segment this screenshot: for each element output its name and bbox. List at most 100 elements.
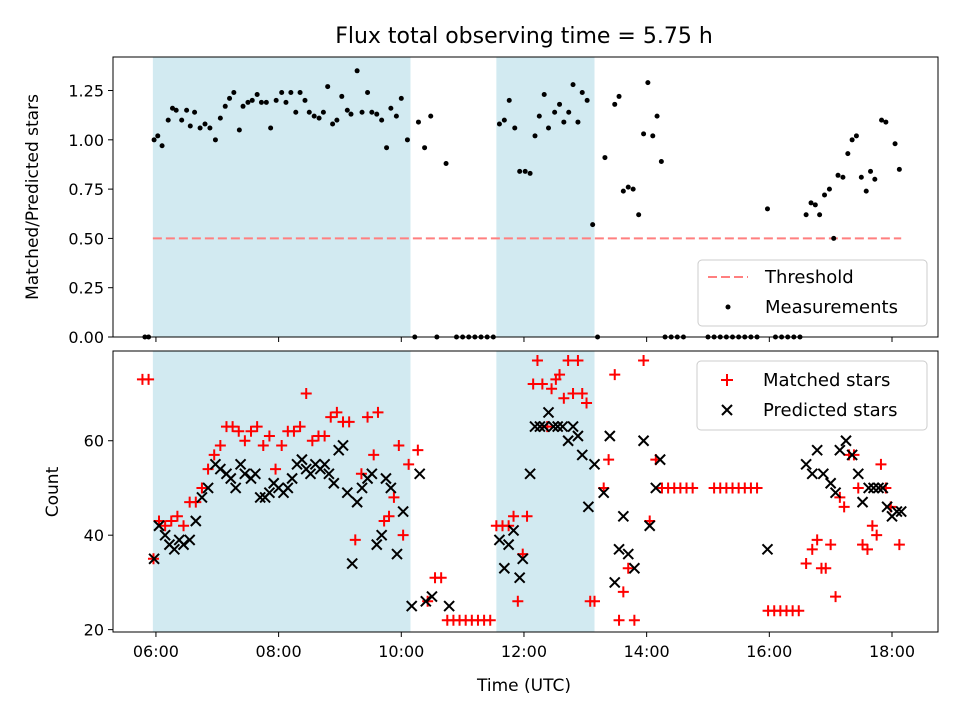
matched-stars-point <box>388 491 400 503</box>
measurements-point <box>566 109 572 115</box>
measurements-point <box>273 97 279 103</box>
predicted-stars-legend-label: Predicted stars <box>763 400 897 421</box>
measurements-point <box>532 133 538 139</box>
measurements-point <box>845 151 851 157</box>
measurements-point <box>536 113 542 119</box>
matched-stars-point <box>893 539 905 551</box>
matched-stars-point <box>233 425 245 437</box>
predicted-stars-point <box>346 557 358 570</box>
measurements-point <box>155 133 161 139</box>
x-tick-label: 12:00 <box>501 642 547 661</box>
bottom-plot <box>136 354 907 626</box>
predicted-stars-point <box>254 491 266 504</box>
matched-stars-point <box>848 449 860 461</box>
measurements-point <box>817 212 823 218</box>
matched-stars-point <box>159 520 171 532</box>
matched-stars-point <box>331 406 343 418</box>
predicted-stars-point <box>534 420 546 433</box>
measurements-point <box>616 93 622 99</box>
y-tick-label: 1.00 <box>68 131 104 150</box>
predicted-stars-point <box>852 468 864 480</box>
predicted-stars-point <box>867 482 880 494</box>
x-tick-label: 08:00 <box>256 642 302 661</box>
matched-stars-point <box>875 458 887 470</box>
predicted-stars-point <box>856 496 869 508</box>
measurements-point <box>630 186 636 192</box>
matched-stars-point <box>554 369 566 381</box>
matched-stars-point <box>143 373 155 385</box>
measurements-point <box>840 174 846 180</box>
predicted-stars-point <box>806 468 818 480</box>
measurements-legend-swatch <box>725 304 731 310</box>
predicted-stars-point <box>148 553 160 565</box>
x-tick-label: 18:00 <box>869 642 915 661</box>
measurements-point <box>236 127 242 133</box>
measurements-point <box>512 125 518 131</box>
predicted-stars-point <box>556 420 569 433</box>
measurements-point <box>231 89 237 95</box>
measurements-point <box>826 186 832 192</box>
bottom-x-axis: 06:00 08:00 10:00 12:00 14:00 16:00 18:00 <box>133 632 915 661</box>
measurements-point <box>561 119 567 125</box>
predicted-stars-point <box>397 505 409 518</box>
matched-stars-point <box>871 529 883 541</box>
measurements-point <box>415 119 421 125</box>
bottom-y-axis: 20 40 60 <box>84 432 113 640</box>
predicted-stars-point <box>159 529 171 541</box>
x-tick-label: 10:00 <box>378 642 424 661</box>
measurements-point <box>302 97 308 103</box>
predicted-stars-point <box>341 486 354 499</box>
matched-stars-point <box>861 543 873 555</box>
measurements-point <box>258 99 264 105</box>
measurements-point <box>645 80 651 86</box>
predicted-stars-point <box>613 543 625 556</box>
top-y-axis: 0.00 0.25 0.50 0.75 1.00 1.25 <box>68 82 113 347</box>
measurements-point <box>892 141 898 147</box>
measurements-point <box>283 99 289 105</box>
predicted-stars-point <box>650 482 662 494</box>
matched-stars-point <box>581 397 593 409</box>
predicted-stars-point <box>337 439 349 452</box>
predicted-stars-point <box>286 472 298 485</box>
predicted-stars-point <box>637 435 650 447</box>
bottom-legend: Matched stars Predicted stars <box>696 360 928 431</box>
matched-stars-point <box>294 421 306 433</box>
predicted-stars-point <box>811 444 823 456</box>
y-tick-label: 0.25 <box>68 279 104 298</box>
matched-stars-point <box>349 534 361 546</box>
predicted-stars-point <box>622 548 634 560</box>
matched-stars-point <box>852 482 864 494</box>
y-tick-label: 60 <box>84 432 104 451</box>
predicted-stars-point <box>562 435 574 447</box>
matched-stars-point <box>576 388 588 400</box>
measurements-point <box>404 137 410 143</box>
matched-stars-point <box>165 515 177 527</box>
y-tick-label: 0.75 <box>68 180 104 199</box>
measurements-point <box>179 117 185 123</box>
x-tick-label: 14:00 <box>624 642 670 661</box>
measurements-point <box>240 103 246 109</box>
measurements-point <box>159 143 165 149</box>
predicted-stars-point <box>542 406 555 419</box>
predicted-stars-point <box>296 453 308 466</box>
matched-stars-point <box>251 421 263 433</box>
predicted-stars-point <box>304 468 317 480</box>
predicted-stars-point <box>895 505 907 518</box>
predicted-stars-point <box>183 534 196 546</box>
bottom-panel: 20 40 60 06:00 08:00 10:00 12:00 14:00 16:00 18:… <box>43 350 939 661</box>
predicted-stars-point <box>547 420 560 433</box>
predicted-stars-point <box>351 496 363 508</box>
matched-stars-point <box>617 586 629 598</box>
y-tick-label: 1.25 <box>68 82 104 101</box>
predicted-stars-point <box>829 486 842 499</box>
top-panel: 0.00 0.25 0.50 0.75 1.00 1.25 Matched/Predict… <box>23 56 939 347</box>
predicted-stars-point <box>234 458 247 471</box>
y-tick-label: 0.00 <box>68 328 104 347</box>
matched-stars-point <box>687 482 699 494</box>
matched-stars-point <box>589 595 601 607</box>
predicted-stars-point <box>380 472 392 485</box>
predicted-stars-point <box>168 543 181 556</box>
measurements-point <box>348 111 354 117</box>
top-x-ticks <box>155 337 893 342</box>
matched-stars-point <box>362 411 374 423</box>
